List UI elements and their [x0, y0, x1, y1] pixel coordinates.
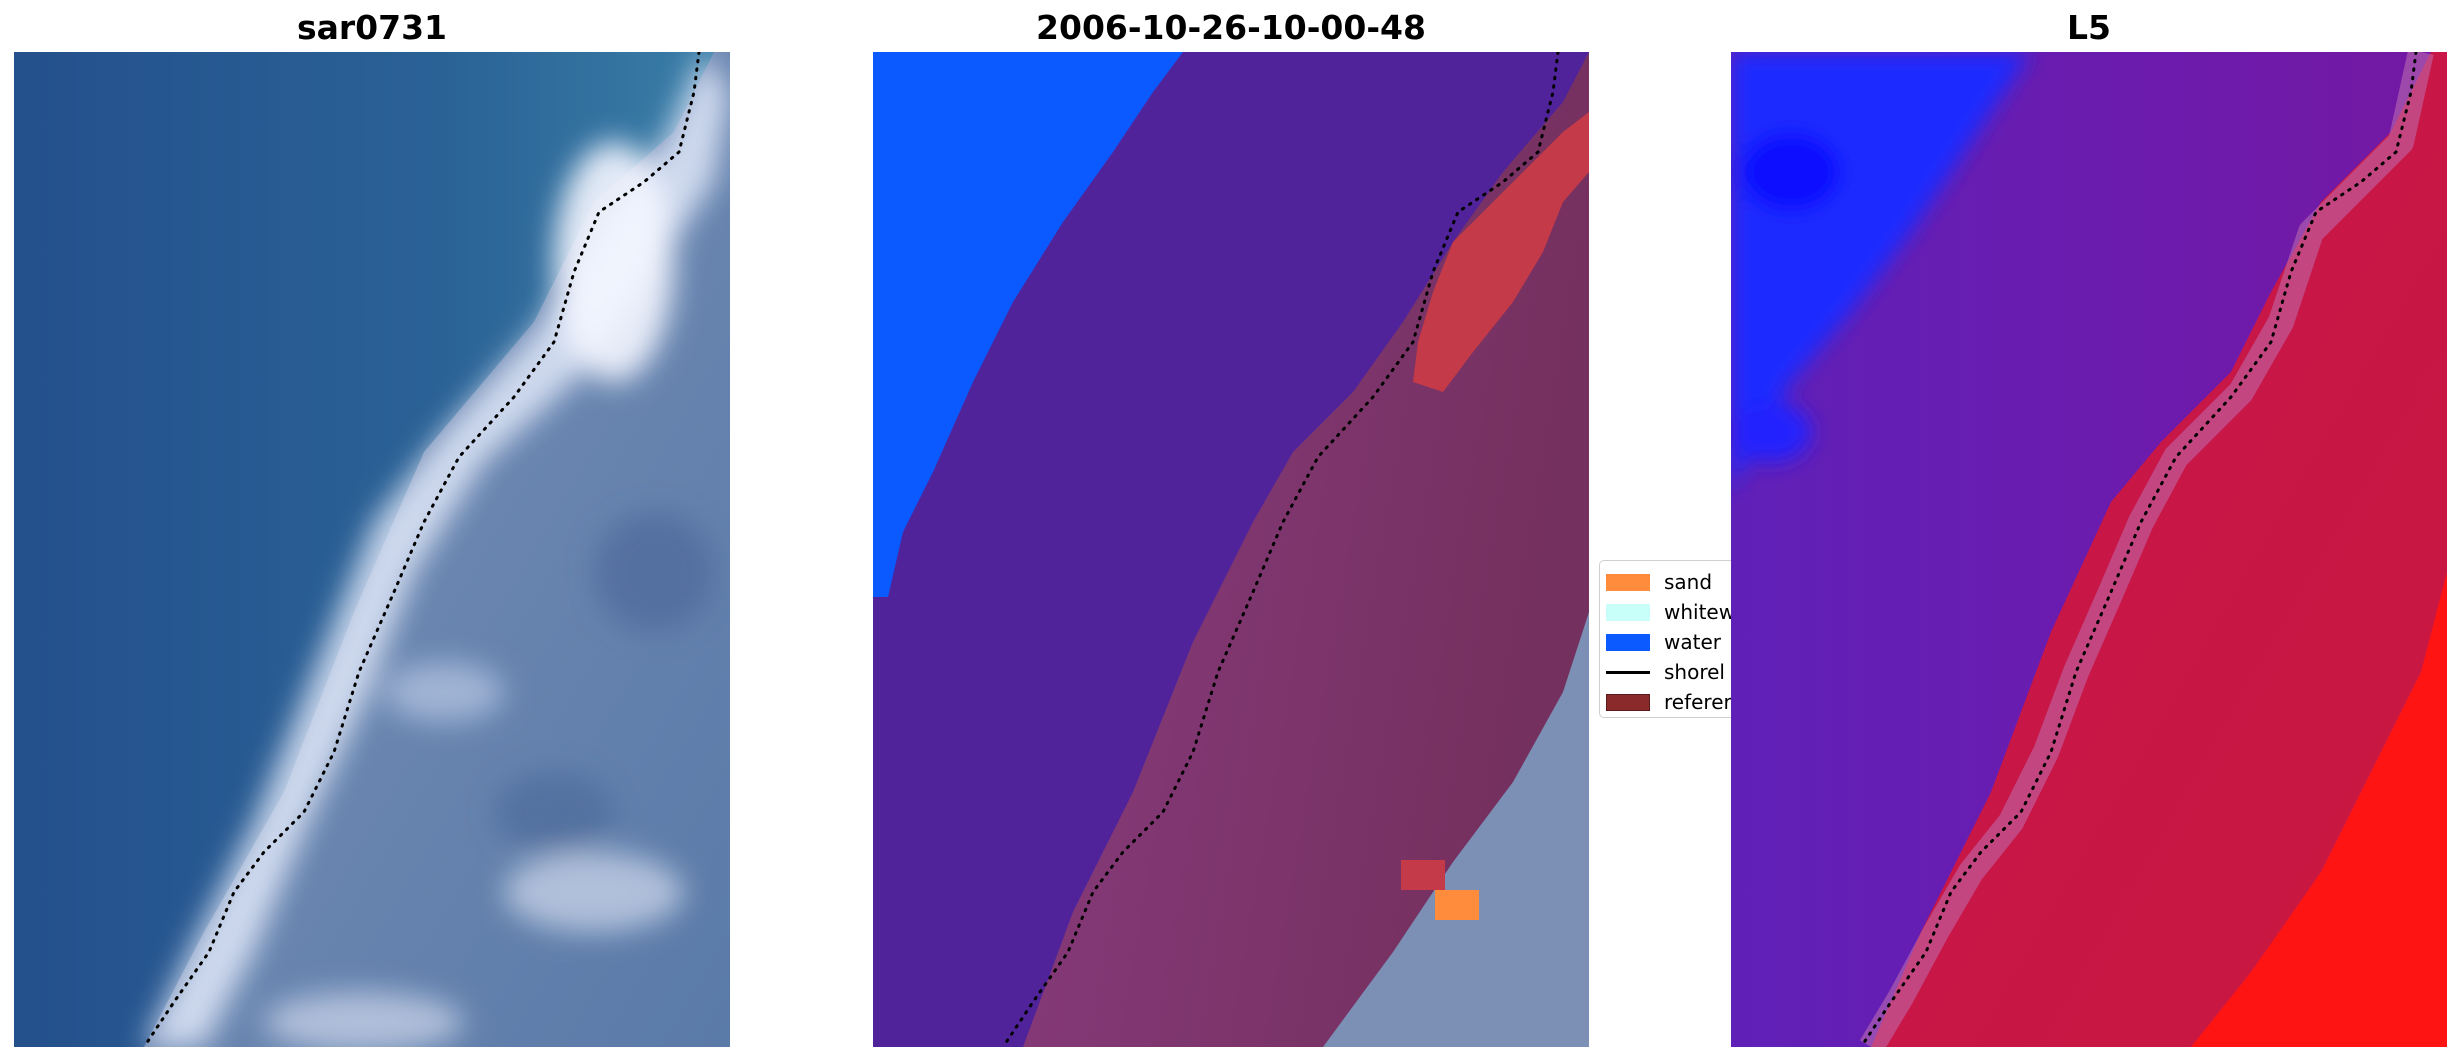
index-image [1731, 52, 2447, 1047]
class-sand-region [1435, 890, 1479, 920]
index-image-panel [1731, 52, 2447, 1047]
legend-swatch-reference [1606, 694, 1650, 711]
classified-image-panel [873, 52, 1589, 1047]
index-shoreline [1859, 52, 2418, 1047]
legend-label-reference: referer [1664, 690, 1732, 714]
class-reference-region [1413, 112, 1589, 392]
legend: sand whitew water shorel referer [1599, 560, 1749, 718]
class-reference-small [1401, 860, 1445, 890]
legend-line-shoreline [1606, 671, 1650, 674]
class-unclassified-region [1323, 612, 1589, 1047]
index-transition-band [1859, 52, 2434, 1047]
legend-swatch-sand [1606, 574, 1650, 591]
class-ocean-region [873, 52, 1183, 597]
rgb-shoreline [142, 52, 701, 1047]
index-red-region [2191, 572, 2447, 1047]
legend-label-whitewater: whitew [1664, 600, 1736, 624]
panel-title-classified: 2006-10-26-10-00-48 [1036, 8, 1426, 47]
rgb-image-panel [14, 52, 730, 1047]
panel-title-rgb: sar0731 [296, 8, 448, 47]
classified-image [873, 52, 1589, 1047]
panel-title-index: L5 [2067, 8, 2111, 47]
legend-label-water: water [1664, 630, 1721, 654]
legend-swatch-water [1606, 634, 1650, 651]
rgb-surf-zone [144, 52, 730, 1047]
legend-label-sand: sand [1664, 570, 1713, 594]
legend-label-shoreline: shorel [1664, 660, 1725, 684]
index-blue-region [1731, 52, 2031, 492]
rgb-image [14, 52, 730, 1047]
legend-swatch-whitewater [1606, 604, 1650, 621]
class-shoreline [1001, 52, 1560, 1047]
